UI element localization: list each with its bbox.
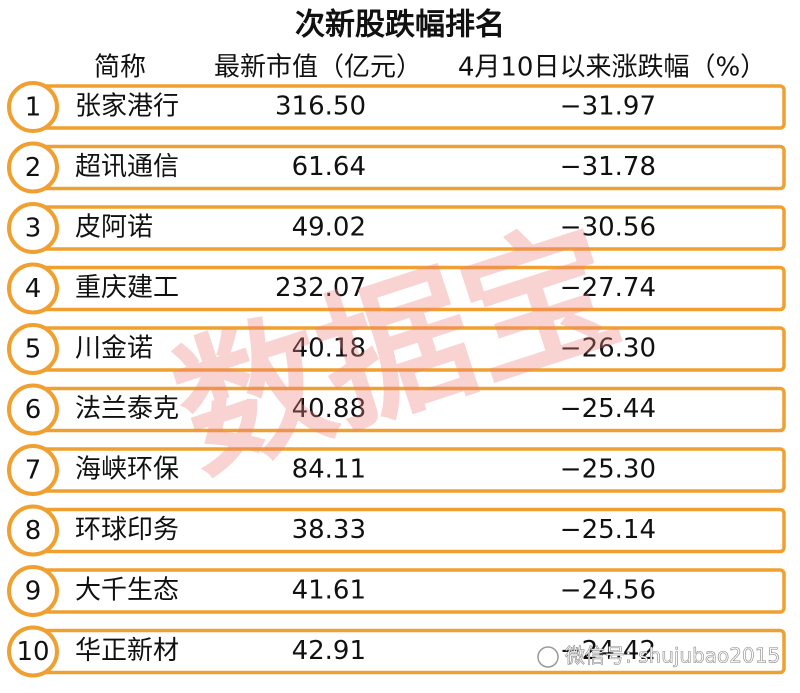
rank: 2	[25, 153, 42, 183]
rank-badge	[7, 262, 59, 315]
footer-badge: 微信号: shujubao2015	[537, 643, 780, 668]
rank: 8	[25, 516, 42, 546]
rank-badge	[7, 141, 59, 194]
change: −26.30	[560, 334, 656, 364]
rank-badge	[7, 504, 59, 557]
header: 4月10日以来涨跌幅（%）	[458, 53, 766, 83]
stock-name: 重庆建工	[75, 273, 179, 303]
change: −30.56	[560, 213, 656, 243]
rows: 1 张家港行 316.50 −31.97 2 超讯通信 61.64 −31.78 3 皮阿诺 49.…	[7, 81, 786, 678]
rank-badge	[7, 444, 59, 496]
table-row: 2 超讯通信 61.64 −31.78	[7, 141, 786, 194]
header: 最新市值（亿元）	[214, 53, 422, 83]
rank-badge	[7, 625, 59, 678]
change: −25.44	[560, 394, 656, 424]
stock-name: 川金诺	[75, 334, 153, 364]
footer: 微信号: shujubao2015	[565, 644, 780, 668]
change: −25.14	[560, 515, 656, 545]
market-cap: 40.18	[292, 334, 366, 364]
rank: 1	[25, 93, 42, 123]
rank: 4	[25, 274, 42, 304]
stock-name: 海峡环保	[75, 455, 179, 485]
header: 简称	[94, 53, 146, 83]
change: −24.56	[560, 576, 656, 606]
rank-badge	[7, 383, 59, 436]
market-cap: 41.61	[292, 576, 366, 606]
rank-badge	[7, 202, 59, 254]
stock-name: 张家港行	[75, 92, 179, 122]
rank: 10	[16, 637, 49, 667]
table-row: 6 法兰泰克 40.88 −25.44	[7, 383, 786, 436]
rank: 7	[25, 456, 42, 486]
wechat-icon	[537, 646, 559, 668]
table-row: 1 张家港行 316.50 −31.97	[7, 81, 786, 133]
market-cap: 316.50	[275, 92, 366, 122]
market-cap: 38.33	[292, 515, 366, 545]
market-cap: 42.91	[292, 636, 366, 666]
stock-name: 大千生态	[75, 576, 179, 606]
rank: 5	[25, 335, 42, 365]
stock-name: 皮阿诺	[75, 213, 153, 243]
rank: 9	[25, 577, 42, 607]
rank-badge	[7, 323, 59, 375]
stock-name: 华正新材	[75, 636, 179, 666]
change: −25.30	[560, 455, 656, 485]
table-row: 3 皮阿诺 49.02 −30.56	[7, 202, 786, 254]
market-cap: 40.88	[292, 394, 366, 424]
rank: 3	[25, 214, 42, 244]
rank-badge	[7, 565, 59, 617]
market-cap: 84.11	[292, 455, 366, 485]
table-row: 8 环球印务 38.33 −25.14	[7, 504, 786, 557]
stock-name: 法兰泰克	[75, 394, 179, 424]
change: −27.74	[560, 273, 656, 303]
table-row: 9 大千生态 41.61 −24.56	[7, 565, 786, 617]
market-cap: 49.02	[292, 213, 366, 243]
table-row: 7 海峡环保 84.11 −25.30	[7, 444, 786, 496]
change: −31.78	[560, 152, 656, 182]
stock-name: 环球印务	[75, 515, 179, 545]
stock-name: 超讯通信	[75, 152, 179, 182]
table-row: 4 重庆建工 232.07 −27.74	[7, 262, 786, 315]
rank-badge	[7, 81, 59, 133]
table-row: 5 川金诺 40.18 −26.30	[7, 323, 786, 375]
table-row: 10 华正新材 42.91 −24.42	[7, 625, 786, 678]
market-cap: 61.64	[292, 152, 366, 182]
rank: 6	[25, 395, 42, 425]
title: 次新股跌幅排名	[295, 8, 505, 43]
change: −31.97	[560, 92, 656, 122]
market-cap: 232.07	[275, 273, 366, 303]
change: −24.42	[560, 636, 656, 666]
